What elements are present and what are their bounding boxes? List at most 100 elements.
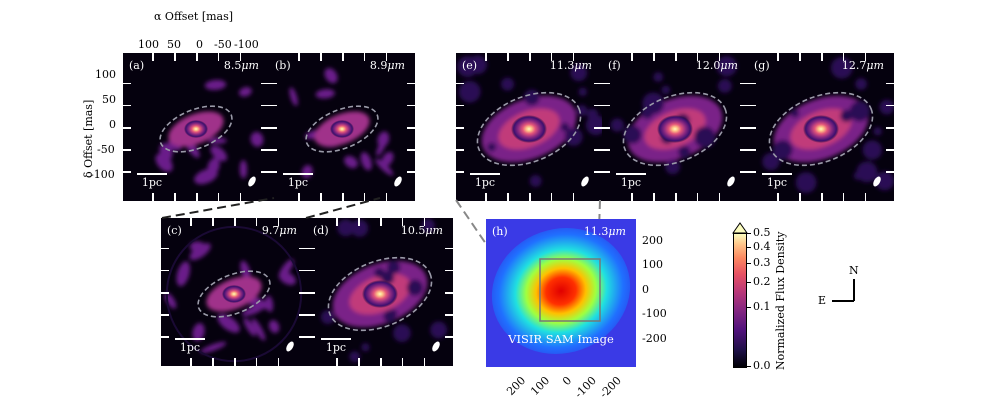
wavelength-value: 10.5: [400, 224, 426, 237]
nucleus-core: [657, 115, 693, 143]
tick-mark: [336, 218, 338, 226]
wavelength-unit: μm: [720, 59, 738, 72]
h-y-tick-label: -100: [642, 307, 667, 320]
tick-mark: [363, 193, 366, 201]
wavelength-unit: μm: [608, 225, 626, 238]
contour: [622, 91, 728, 167]
tick-mark: [602, 149, 610, 151]
tick-mark: [740, 104, 748, 107]
panel-label: (d): [313, 224, 329, 237]
tick-mark: [748, 127, 756, 129]
tick-mark: [174, 193, 176, 201]
tick-mark: [190, 358, 192, 366]
panel-b: (b) 8.9μm 1pc: [269, 53, 415, 201]
colorbar-tick: [747, 262, 751, 264]
compass-east: E: [818, 294, 827, 307]
tick-mark: [307, 314, 315, 316]
panel-image: [456, 53, 602, 201]
scale-bar-line: [616, 173, 646, 175]
colorbar-label: Normalized Flux Density: [774, 231, 787, 370]
tick-mark: [212, 218, 214, 226]
tick-mark: [445, 247, 453, 250]
tick-mark: [380, 358, 382, 366]
colorbar-tick: [747, 233, 751, 234]
tick-mark: [529, 193, 531, 201]
tick-mark: [799, 193, 801, 201]
tick-mark: [718, 53, 721, 61]
tick-mark: [842, 193, 845, 201]
colorbar-extend-triangle: [732, 222, 748, 234]
tick-mark: [740, 171, 748, 173]
colorbar-tick: [747, 306, 751, 308]
tick-mark: [161, 336, 169, 338]
tick-mark: [320, 193, 322, 201]
tick-mark: [342, 53, 344, 61]
tick-mark: [456, 171, 464, 173]
tick-mark: [675, 193, 677, 201]
tick-mark: [307, 247, 315, 250]
contour: [305, 105, 379, 153]
tick-mark: [550, 53, 553, 61]
tick-mark: [261, 127, 269, 129]
scale-bar-label: 1pc: [141, 176, 163, 189]
tick-mark: [123, 127, 131, 129]
tick-mark: [821, 193, 823, 201]
tick-mark: [196, 53, 198, 61]
tick-mark: [740, 149, 748, 151]
panel-label: (f): [608, 59, 621, 72]
h-x-tick-label: 200: [504, 374, 529, 399]
tick-mark: [631, 193, 633, 201]
nucleus-core: [803, 115, 839, 143]
tick-mark: [445, 336, 453, 338]
nucleus-core: [222, 285, 246, 303]
scale-bar-label: 1pc: [325, 341, 347, 354]
wavelength-unit: μm: [279, 224, 297, 237]
tick-mark: [161, 247, 169, 250]
y-tick-label: -100: [90, 168, 115, 181]
contour: [197, 270, 271, 318]
tick-mark: [358, 358, 360, 366]
panel-wavelength: 11.3μm: [584, 225, 626, 238]
colorbar-tick-label: 0.2: [753, 274, 771, 288]
zoom-line-right-2: [305, 197, 381, 219]
tick-mark: [456, 82, 464, 85]
tick-mark: [401, 218, 404, 226]
tick-mark: [696, 193, 699, 201]
tick-mark: [123, 149, 131, 151]
scale-bar-line: [283, 173, 313, 175]
panel-image: [269, 53, 415, 201]
wavelength-value: 8.9: [369, 59, 388, 72]
panel-image: [602, 53, 748, 201]
tick-mark: [507, 53, 509, 61]
tick-mark: [239, 53, 242, 61]
scale-bar-line: [470, 173, 500, 175]
tick-mark: [401, 358, 404, 366]
panel-wavelength: 8.9μm: [370, 59, 405, 72]
tick-mark: [777, 193, 779, 201]
wavelength-value: 12.0: [695, 59, 721, 72]
tick-mark: [748, 82, 756, 85]
panel-wavelength: 9.7μm: [262, 224, 297, 237]
tick-mark: [718, 193, 721, 201]
panel-label: (a): [129, 59, 145, 72]
tick-mark: [842, 53, 845, 61]
panel-image: [307, 218, 453, 366]
tick-mark: [152, 53, 154, 61]
y-tick-label: 100: [95, 68, 116, 81]
tick-mark: [407, 127, 415, 129]
scale-bar-line: [762, 173, 792, 175]
colorbar-tick-label: 0.0: [753, 359, 771, 372]
tick-mark: [594, 171, 602, 173]
tick-mark: [407, 82, 415, 85]
wavelength-value: 11.3: [583, 225, 609, 238]
y-axis-title: δ Offset [mas]: [82, 99, 95, 178]
panel-wavelength: 11.3μm: [550, 59, 592, 72]
tick-mark: [594, 104, 602, 107]
scale-bar: 1pc: [616, 173, 646, 189]
scale-bar: 1pc: [762, 173, 792, 189]
tick-mark: [445, 269, 453, 272]
tick-mark: [748, 149, 756, 151]
panel-wavelength: 8.5μm: [224, 59, 259, 72]
panel-label: (b): [275, 59, 291, 72]
tick-mark: [196, 193, 198, 201]
